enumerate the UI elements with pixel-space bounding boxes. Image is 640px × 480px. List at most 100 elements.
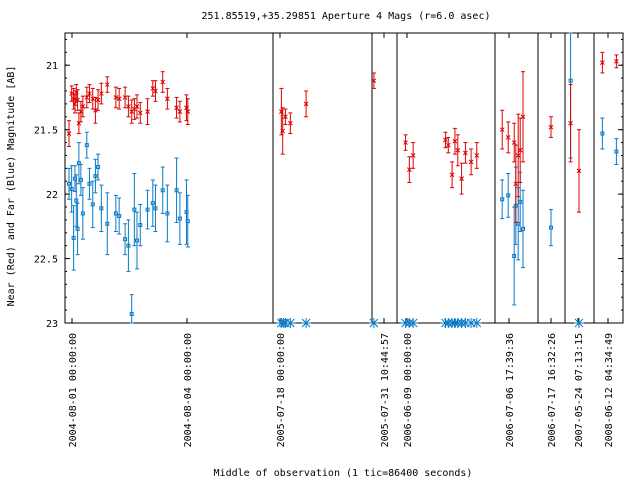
plot-frame	[64, 32, 624, 324]
x-tick-label: 2008-06-12 04:34:49	[604, 333, 615, 447]
near-point	[145, 98, 150, 126]
far-point	[160, 166, 165, 214]
near-point	[511, 122, 517, 163]
x-axis-title: Middle of observation (1 tic=86400 secon…	[214, 468, 473, 479]
near-point	[576, 129, 582, 213]
near-point	[468, 148, 474, 176]
far-point	[132, 172, 137, 247]
near-point	[410, 142, 416, 169]
y-tick-label: 23	[46, 319, 58, 330]
far-point	[87, 167, 92, 200]
near-point	[150, 80, 156, 97]
near-point	[520, 71, 526, 163]
near-point	[76, 112, 82, 135]
far-point	[76, 142, 81, 185]
y-tick-label: 21.5	[34, 126, 58, 137]
near-point	[66, 120, 72, 147]
x-tick-label: 2005-07-31 10:44:57	[380, 333, 391, 447]
near-point	[452, 127, 458, 155]
near-point	[568, 84, 573, 163]
near-point	[160, 71, 166, 93]
far-point	[126, 219, 131, 272]
x-tick-label: 2007-05-24 07:13:15	[574, 333, 585, 447]
near-point	[93, 96, 98, 124]
x-tick-label: 2006-07-06 17:39:36	[505, 333, 516, 447]
near-point	[403, 134, 408, 151]
far-point	[113, 194, 118, 232]
far-point	[71, 205, 76, 271]
far-point	[117, 197, 122, 235]
near-point	[153, 80, 158, 102]
near-point	[445, 136, 451, 154]
x-tick-label: 2004-08-01 00:00:00	[68, 333, 79, 447]
near-point	[137, 102, 143, 124]
far-point	[500, 179, 505, 220]
far-point	[153, 184, 158, 232]
far-point	[105, 192, 110, 256]
far-point	[134, 211, 139, 270]
far-point	[177, 192, 182, 245]
near-point	[449, 161, 455, 189]
far-point	[80, 187, 85, 240]
near-point	[95, 89, 101, 111]
near-point	[84, 86, 90, 109]
near-point	[455, 134, 461, 167]
near-point	[600, 51, 605, 74]
far-point	[99, 184, 104, 232]
near-point	[72, 94, 78, 114]
far-point	[69, 165, 74, 213]
near-point	[548, 116, 554, 138]
y-axis-title: Near (Red) and Far (Blue) Magnitude [AB]	[6, 66, 17, 307]
near-point	[174, 96, 179, 119]
near-point	[513, 144, 519, 223]
near-point	[116, 87, 122, 110]
far-upper-limit-marker	[368, 318, 379, 328]
x-tick-label: 2006-06-09 00:00:00	[403, 333, 414, 447]
far-upper-limit-marker	[301, 318, 312, 328]
far-point	[93, 158, 98, 194]
near-point	[303, 90, 309, 118]
far-point	[90, 180, 95, 229]
far-point	[600, 117, 605, 150]
y-tick-label: 22	[46, 190, 58, 201]
near-point	[164, 87, 170, 110]
near-point	[287, 112, 293, 135]
far-point	[138, 203, 143, 247]
far-upper-limit-marker	[285, 318, 296, 328]
x-tick-label: 2004-08-04 00:00:00	[183, 333, 194, 447]
x-tick-label: 2005-07-18 00:00:00	[276, 333, 287, 447]
near-point	[104, 76, 110, 93]
near-point	[87, 84, 92, 104]
plot-area: 21 21.5 22 22.5 23 2004-08-01 00:00:00 2004-08…	[34, 32, 624, 447]
far-point	[506, 172, 511, 218]
near-point	[283, 108, 288, 126]
near-point	[113, 86, 119, 109]
chart-title: 251.85519,+35.29851 Aperture 4 Mags (r=6…	[202, 11, 491, 22]
near-point	[443, 131, 448, 149]
far-point	[123, 223, 128, 256]
far-point	[78, 163, 83, 196]
far-point	[521, 189, 525, 269]
far-point	[174, 157, 179, 223]
near-point	[614, 54, 619, 69]
far-point	[67, 167, 71, 200]
far-point	[185, 194, 190, 248]
far-point	[96, 153, 101, 181]
far-upper-limit-marker	[574, 318, 584, 328]
far-upper-limit-marker	[471, 318, 482, 328]
near-point	[126, 95, 131, 118]
near-point	[463, 142, 468, 164]
near-point	[80, 95, 86, 118]
far-point	[75, 202, 80, 256]
far-point	[129, 294, 134, 324]
near-point	[177, 100, 183, 123]
x-tick-label: 2006-07-17 16:32:26	[547, 333, 558, 447]
near-point	[505, 121, 511, 154]
far-point	[614, 138, 619, 165]
y-tick-label: 21	[46, 61, 58, 72]
near-point	[280, 107, 286, 155]
near-point	[78, 100, 84, 123]
near-point	[474, 142, 480, 169]
near-point	[517, 117, 523, 184]
